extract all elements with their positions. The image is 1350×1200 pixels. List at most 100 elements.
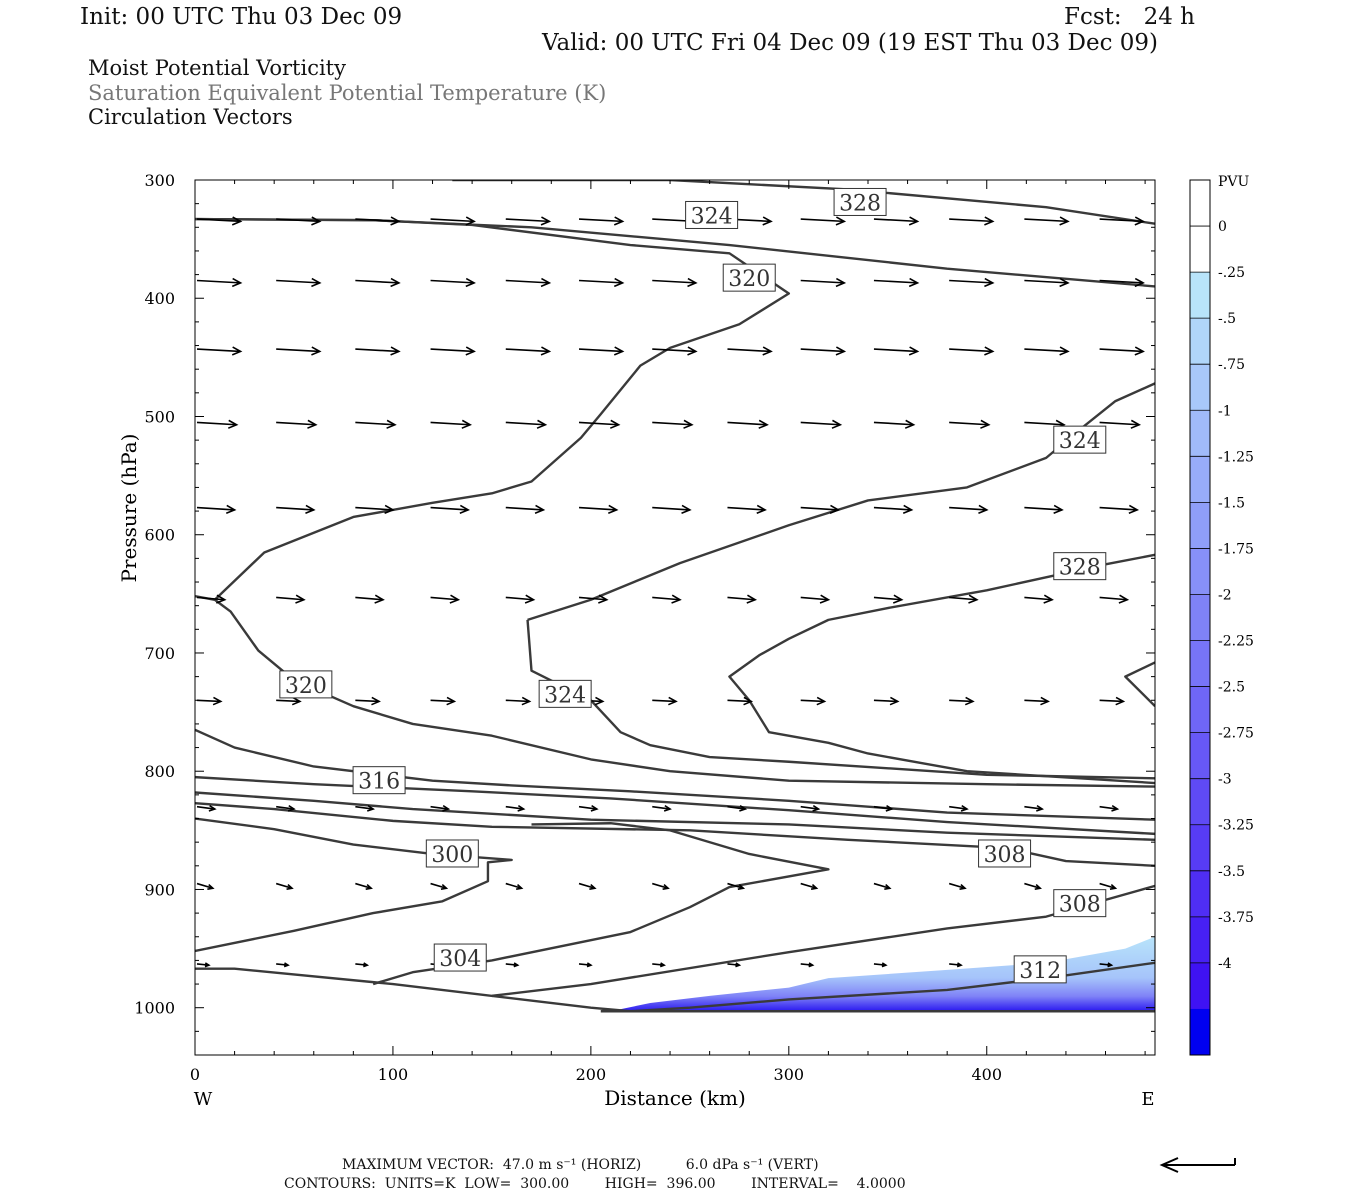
vector-shaft (949, 218, 993, 223)
vector-head (1134, 277, 1145, 288)
contour-label-text: 316 (358, 770, 400, 795)
vector-shaft (430, 882, 447, 890)
vector-shaft (196, 506, 235, 511)
vector-shaft (800, 279, 845, 284)
vector-head (1040, 696, 1050, 706)
colorbar-swatch (1190, 732, 1210, 780)
colorbar: 0 -.25 -.5 -.75 -1 -1.25 -1.5 -1.75 -2 -2.25 -2.5 -… (1189, 179, 1254, 1056)
theta-es-contour (527, 382, 1155, 622)
circulation-vector (727, 504, 767, 515)
vector-head (465, 346, 476, 356)
circulation-vector (196, 277, 243, 288)
vector-head (307, 419, 318, 429)
plot-frame (194, 179, 1156, 1056)
vector-shaft (505, 882, 522, 890)
vector-head (207, 883, 215, 890)
colorbar-swatch (1190, 824, 1210, 872)
vector-head (1034, 883, 1042, 890)
vector-shaft (430, 506, 469, 511)
vector-head (1036, 804, 1045, 812)
vector-shaft (948, 882, 966, 890)
circulation-vector (355, 804, 375, 812)
theta-es-contour (669, 180, 1155, 225)
vector-shaft (949, 279, 993, 284)
vector-shaft (276, 506, 314, 511)
vector-head (904, 419, 916, 429)
circulation-vector (355, 882, 373, 890)
vector-head (594, 696, 605, 706)
vector-head (449, 594, 461, 604)
contour-label: 308 (978, 839, 1032, 868)
theta-es-contour (195, 961, 1155, 1013)
contour-layer (195, 180, 1155, 1013)
vector-head (984, 277, 995, 288)
colorbar-swatch (1190, 548, 1210, 595)
vector-head (291, 696, 302, 706)
colorbar-label: -.25 (1218, 265, 1245, 281)
vector-shaft (275, 882, 293, 890)
vector-shaft (505, 218, 550, 223)
vector-head (1118, 594, 1130, 604)
colorbar-label: -3.25 (1218, 818, 1254, 834)
vector-head (386, 419, 397, 429)
y-tick-label: 700 (144, 644, 175, 663)
circulation-vector (430, 277, 476, 288)
vector-head (739, 804, 748, 812)
colorbar-swatch (1190, 410, 1210, 457)
vector-head (884, 883, 892, 890)
circulation-vector (1099, 277, 1145, 288)
vector-shaft (727, 882, 744, 890)
vector-head (908, 277, 920, 288)
circulation-vector (196, 504, 237, 515)
circulation-vector (727, 882, 746, 890)
vector-head (521, 696, 532, 706)
circulation-vector (949, 504, 989, 515)
x-tick-label: 200 (576, 1065, 607, 1084)
vector-shaft (727, 421, 768, 426)
vector-head (442, 804, 451, 812)
vector-head (881, 962, 888, 968)
vector-shaft (196, 279, 241, 284)
vector-head (756, 504, 767, 515)
contour-label-box (538, 679, 592, 708)
theta-es-contour (195, 217, 1155, 288)
vector-shaft (1024, 506, 1063, 511)
vector-head (534, 504, 546, 515)
vector-head (835, 346, 847, 356)
colorbar-label: -2.75 (1218, 726, 1254, 742)
circulation-vector (430, 882, 449, 890)
colorbar-label: -1.75 (1218, 541, 1254, 557)
circulation-vector (1024, 277, 1070, 288)
y-tick-label: 300 (144, 171, 175, 190)
vector-shaft (196, 596, 225, 601)
vector-head (461, 419, 472, 429)
vector-shaft (949, 963, 962, 966)
circulation-vector (276, 962, 290, 968)
theta-es-contour (195, 791, 1155, 841)
colorbar-swatch (1190, 456, 1210, 503)
vector-head (743, 696, 754, 706)
vector-head (1059, 346, 1070, 356)
vector-head (889, 696, 900, 706)
init-time: Init: 00 UTC Thu 03 Dec 09 (80, 4, 403, 30)
vector-head (829, 504, 841, 515)
contour-label-box (685, 200, 739, 229)
colorbar-swatch (1190, 272, 1210, 319)
colorbar-title: PVU (1218, 174, 1250, 190)
circulation-vector (578, 504, 619, 515)
vector-head (810, 883, 819, 890)
circulation-vector (276, 277, 322, 288)
theta-es-contour (195, 817, 513, 953)
circulation-vector (949, 419, 991, 429)
vector-head (1107, 962, 1114, 968)
contour-label-box (1053, 425, 1107, 454)
vector-head (681, 504, 692, 515)
circulation-vector (873, 696, 900, 706)
contour-label: 320 (722, 263, 776, 292)
vector-shaft (578, 421, 619, 426)
vector-shaft (1024, 348, 1068, 353)
vector-head (762, 346, 773, 356)
vector-shaft (652, 699, 677, 703)
contour-label-box (1053, 552, 1107, 581)
circulation-vector (1024, 804, 1045, 812)
